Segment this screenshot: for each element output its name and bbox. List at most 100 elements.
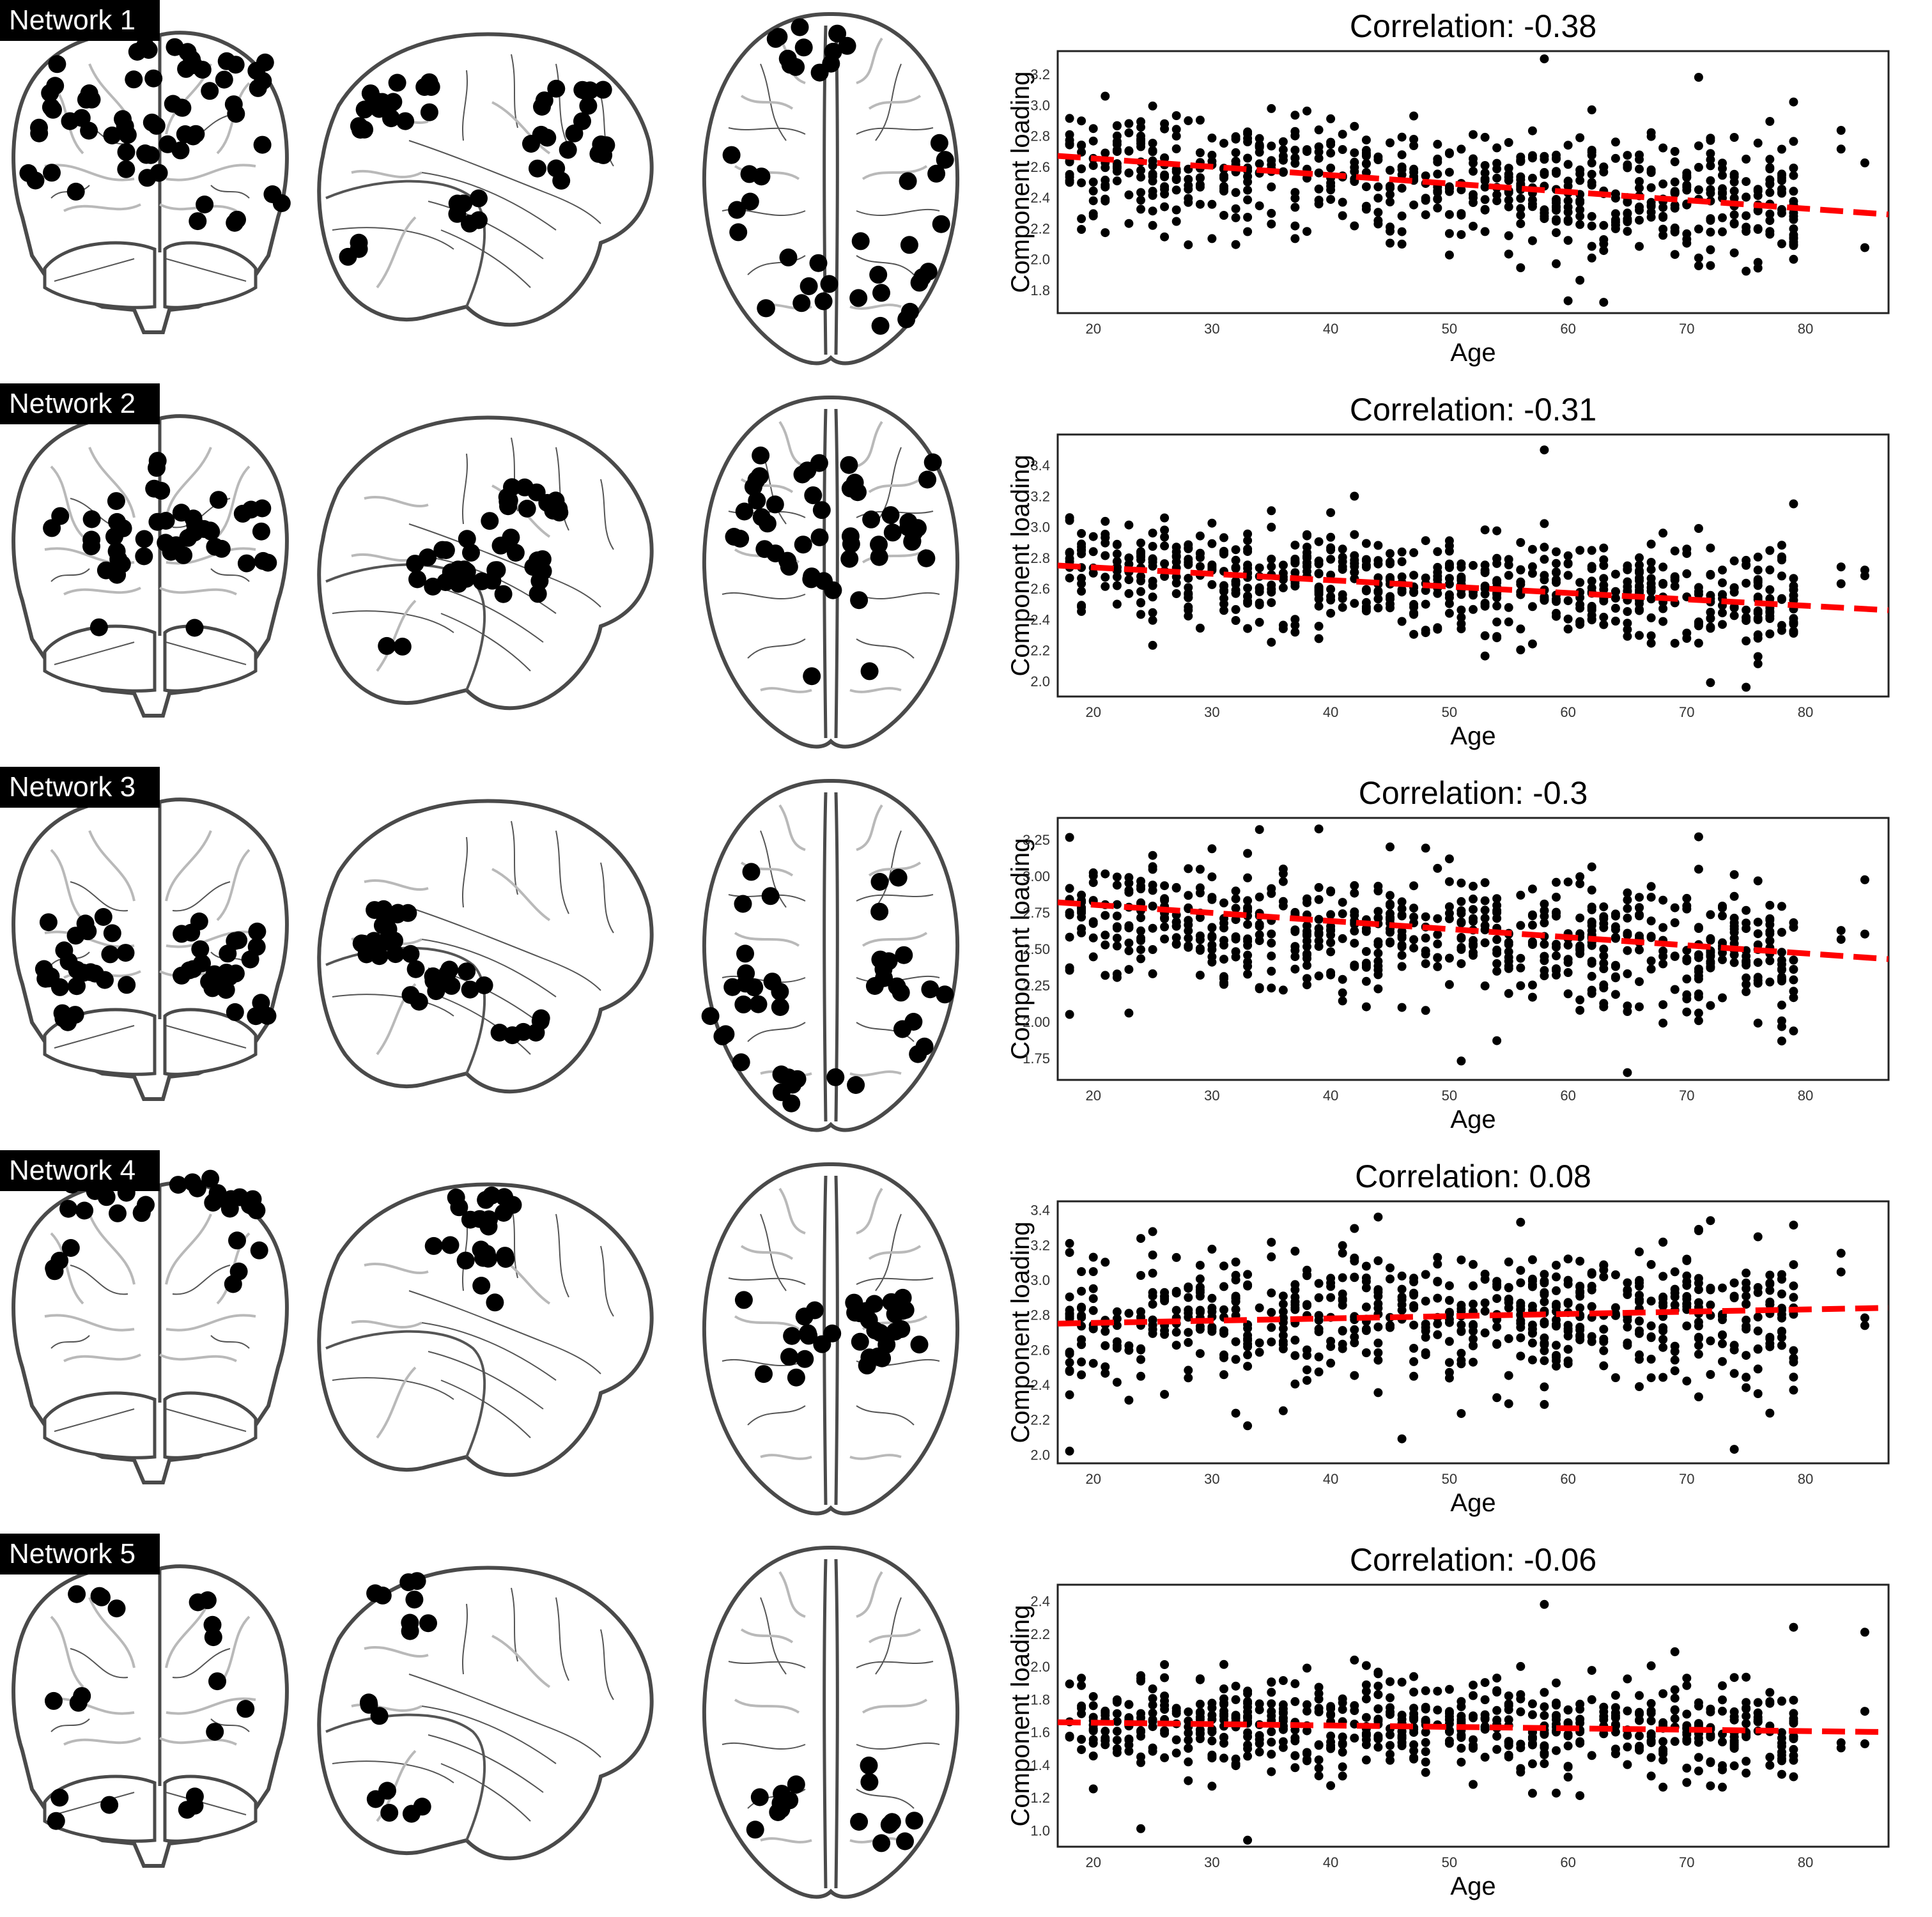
data-point — [1338, 145, 1347, 154]
data-point — [1302, 147, 1311, 157]
data-point — [1563, 1741, 1573, 1751]
brain-node — [456, 1251, 475, 1270]
data-point — [1729, 603, 1739, 613]
data-point — [1433, 1330, 1442, 1339]
data-point — [1635, 1316, 1644, 1326]
data-point — [1088, 547, 1098, 557]
brain-node — [496, 1247, 514, 1265]
data-point — [1658, 1298, 1668, 1308]
data-point — [1350, 1720, 1359, 1729]
brain-node — [30, 118, 48, 137]
data-point — [1171, 1252, 1181, 1262]
data-point — [1753, 606, 1763, 616]
data-point — [1611, 1303, 1620, 1313]
brain-node — [408, 570, 426, 589]
brain-node — [145, 479, 164, 498]
data-point — [1646, 882, 1656, 891]
data-point — [1444, 1714, 1454, 1724]
data-point — [1492, 1393, 1502, 1403]
data-point — [1255, 892, 1264, 902]
brain-node — [498, 488, 516, 506]
data-point — [1480, 651, 1490, 661]
data-point — [1789, 1755, 1798, 1765]
brain-node — [910, 1336, 929, 1354]
data-point — [1278, 1291, 1288, 1301]
y-tick-label: 2.4 — [1030, 1594, 1050, 1610]
brain-node — [518, 500, 536, 518]
data-point — [1065, 884, 1074, 893]
y-tick-label: 2.6 — [1030, 159, 1050, 175]
data-point — [1397, 1284, 1407, 1294]
data-point — [1682, 1709, 1692, 1719]
brain-node — [872, 284, 890, 302]
data-point — [1338, 590, 1347, 599]
y-tick-label: 2.75 — [1023, 905, 1050, 921]
brain-node — [206, 1191, 224, 1210]
data-point — [1195, 1285, 1205, 1295]
brain-node — [752, 446, 770, 465]
data-point — [1207, 941, 1217, 950]
data-point — [1421, 210, 1430, 220]
data-point — [1207, 199, 1217, 209]
data-point — [1065, 114, 1074, 123]
data-point — [1409, 1688, 1419, 1697]
data-point — [1635, 1002, 1644, 1012]
x-tick-label: 40 — [1323, 1088, 1338, 1104]
data-point — [1255, 587, 1264, 597]
data-point — [1777, 1036, 1786, 1046]
data-point — [1243, 1740, 1253, 1750]
data-point — [1278, 1709, 1288, 1718]
data-point — [1742, 1768, 1751, 1778]
data-point — [1302, 1700, 1311, 1709]
data-point — [1350, 157, 1359, 167]
brain-node — [750, 1788, 769, 1806]
data-point — [1433, 1293, 1442, 1303]
data-point — [1397, 1711, 1407, 1720]
data-point — [1504, 603, 1513, 612]
brain-node — [359, 1693, 378, 1712]
data-point — [1314, 1324, 1324, 1334]
data-point — [1492, 1732, 1502, 1741]
data-point — [1148, 969, 1157, 978]
brain-node — [82, 537, 100, 555]
data-point — [1444, 1739, 1454, 1748]
data-point — [1101, 228, 1110, 238]
brain-node — [420, 73, 438, 91]
data-point — [1789, 955, 1798, 965]
data-point — [1563, 1331, 1573, 1341]
data-point — [1184, 544, 1193, 553]
data-point — [1718, 189, 1727, 199]
data-point — [1658, 1019, 1668, 1028]
data-point — [1469, 939, 1478, 949]
brain-node — [736, 944, 754, 963]
trend-line — [1058, 153, 1889, 218]
data-point — [1278, 869, 1288, 879]
data-point — [1635, 206, 1644, 215]
data-point — [1207, 1736, 1217, 1746]
data-point — [1504, 947, 1513, 957]
brain-node — [220, 1199, 239, 1218]
data-point — [1397, 240, 1407, 249]
data-point — [1646, 165, 1656, 174]
x-axis-label: Age — [1450, 339, 1495, 367]
data-point — [1160, 1660, 1170, 1669]
data-point — [1611, 933, 1620, 943]
data-point — [1195, 1699, 1205, 1709]
x-tick-label: 60 — [1560, 321, 1575, 337]
data-point — [1599, 923, 1609, 932]
data-point — [1350, 1224, 1359, 1233]
data-point — [1670, 1366, 1680, 1376]
data-point — [1742, 973, 1751, 983]
data-point — [1136, 555, 1145, 565]
brain-node — [47, 1812, 65, 1830]
data-point — [1231, 545, 1240, 555]
data-point — [1753, 1282, 1763, 1292]
data-point — [1195, 971, 1205, 980]
data-point — [1527, 569, 1537, 578]
data-point — [1326, 532, 1336, 542]
data-point — [1457, 959, 1466, 969]
data-point — [1552, 907, 1561, 917]
data-point — [1469, 1281, 1478, 1291]
data-point — [1718, 1681, 1727, 1691]
